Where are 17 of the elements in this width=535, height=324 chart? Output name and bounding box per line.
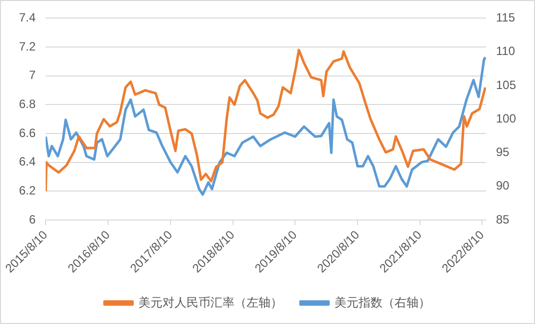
y-tick-label: 6.2	[18, 184, 36, 198]
y2-tick-label: 100	[496, 111, 516, 126]
legend-label: 美元对人民币汇率（左轴）	[138, 295, 282, 310]
y2-tick-label: 105	[496, 78, 516, 92]
y-tick-label: 7	[28, 68, 36, 82]
y2-tick-label: 95	[496, 145, 510, 160]
y-tick-label: 7.2	[18, 39, 36, 54]
y-tick-label: 7.4	[18, 10, 36, 25]
y-tick-label: 6	[28, 212, 36, 226]
y2-tick-label: 115	[496, 10, 516, 25]
y2-tick-label: 85	[496, 212, 510, 226]
legend-label: 美元指数（右轴）	[334, 295, 430, 310]
y-tick-label: 6.8	[18, 97, 36, 112]
y-tick-label: 6.6	[18, 126, 36, 140]
y-tick-label: 6.4	[18, 154, 36, 169]
y2-tick-label: 110	[496, 44, 516, 58]
y2-tick-label: 90	[496, 178, 510, 193]
